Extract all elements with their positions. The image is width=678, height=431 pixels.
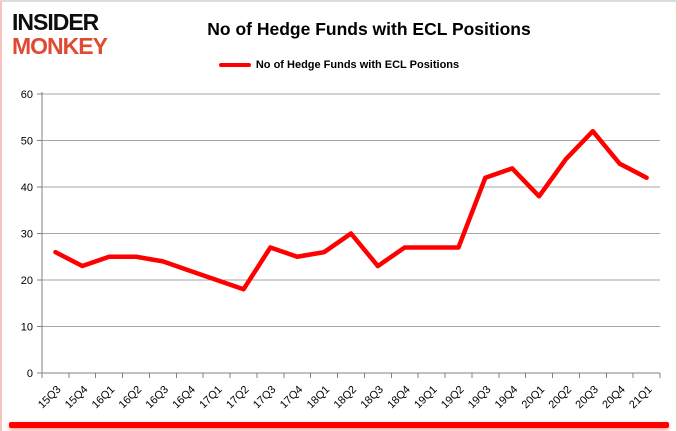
logo-text-insider: INSIDER [12, 9, 99, 35]
bottom-red-divider [9, 422, 669, 428]
x-tick-label: 21Q1 [627, 384, 655, 412]
x-tick-label: 19Q3 [466, 384, 494, 412]
x-tick-label: 17Q2 [224, 384, 252, 412]
y-tick-label: 0 [27, 368, 33, 380]
insider-monkey-logo: INSIDER MONKEY [12, 10, 152, 58]
legend-line-swatch-icon [218, 63, 251, 67]
x-tick-label: 17Q3 [251, 384, 279, 412]
x-tick-label: 15Q4 [63, 384, 91, 412]
x-tick-label: 16Q2 [117, 384, 145, 412]
x-tick-label: 19Q2 [439, 384, 467, 412]
x-tick-label: 17Q4 [278, 384, 306, 412]
y-tick-label: 10 [21, 322, 33, 334]
x-tick-label: 16Q3 [144, 384, 172, 412]
x-tick-label: 20Q1 [520, 384, 548, 412]
x-tick-label: 19Q4 [493, 384, 521, 412]
chart-title: No of Hedge Funds with ECL Positions [207, 19, 531, 39]
series-line [53, 128, 649, 292]
y-tick-label: 40 [21, 182, 33, 194]
legend-label: No of Hedge Funds with ECL Positions [255, 59, 460, 71]
x-tick-label: 18Q3 [358, 384, 386, 412]
y-tick-label: 30 [21, 229, 33, 241]
y-tick-label: 20 [21, 275, 33, 287]
x-tick-label: 18Q4 [385, 384, 413, 412]
x-tick-label: 20Q3 [573, 384, 601, 412]
x-tick-label: 18Q1 [305, 384, 333, 412]
x-tick-label: 17Q1 [197, 384, 225, 412]
x-tick-label: 20Q4 [600, 384, 628, 412]
y-tick-label: 60 [21, 89, 33, 101]
x-tick-label: 20Q2 [547, 384, 575, 412]
chart-legend: No of Hedge Funds with ECL Positions [2, 59, 676, 71]
x-tick-label: 16Q1 [90, 384, 118, 412]
logo-text-monkey: MONKEY [12, 33, 108, 59]
y-tick-label: 50 [21, 136, 33, 148]
x-tick-label: 19Q1 [412, 384, 440, 412]
x-tick-label: 18Q2 [332, 384, 360, 412]
x-tick-label: 15Q3 [36, 384, 64, 412]
x-tick-label: 16Q4 [170, 384, 198, 412]
